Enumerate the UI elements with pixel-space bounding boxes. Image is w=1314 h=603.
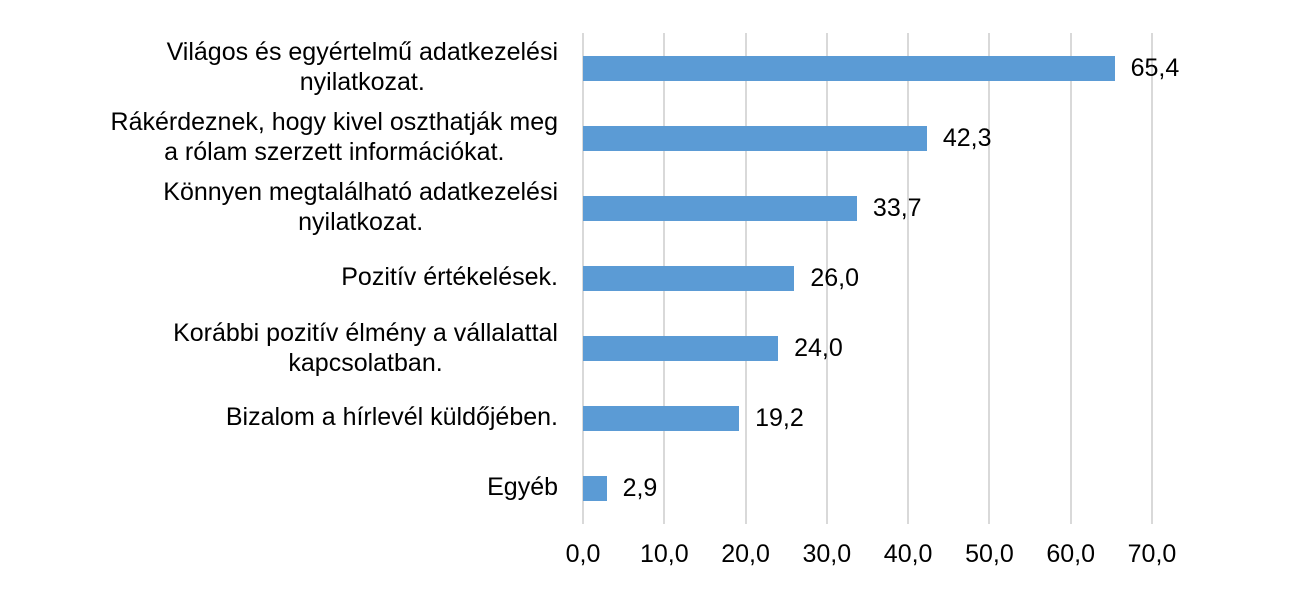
category-label: Korábbi pozitív élmény a vállalattal kapc… (38, 318, 558, 378)
data-label: 42,3 (942, 123, 992, 152)
gridline (988, 33, 991, 524)
category-label-line: Pozitív értékelések. (341, 262, 558, 291)
category-label: Világos és egyértelmű adatkezelési nyilat… (38, 37, 558, 97)
category-label: Pozitív értékelések. (38, 262, 558, 292)
category-label-line: Rákérdeznek, hogy kivel oszthatják meg (110, 108, 558, 137)
x-tick-label: 20,0 (721, 540, 770, 568)
category-label: Bizalom a hírlevél küldőjében. (38, 402, 558, 432)
x-tick-label: 70,0 (1127, 540, 1177, 568)
x-tick-label: 10,0 (639, 540, 689, 568)
category-label-line: Világos és egyértelmű adatkezelési (166, 38, 558, 67)
bar (583, 125, 927, 151)
bar (583, 476, 607, 502)
category-label-line: Bizalom a hírlevél küldőjében. (225, 402, 558, 431)
category-label: Egyéb (38, 472, 558, 502)
x-tick-label: 30,0 (802, 540, 852, 568)
bar (583, 266, 795, 291)
data-label: 26,0 (810, 264, 859, 292)
data-label: 19,2 (755, 404, 804, 433)
x-tick-label: 60,0 (1046, 540, 1096, 568)
bar (583, 195, 857, 221)
data-label: 24,0 (794, 334, 843, 363)
gridline (907, 33, 910, 524)
bar (583, 55, 1115, 81)
category-label-line: a rólam szerzett információkat. (164, 138, 505, 167)
category-label-line: Korábbi pozitív élmény a vállalattal (173, 318, 558, 347)
bar (583, 406, 740, 432)
category-label-line: nyilatkozat. (299, 68, 425, 97)
gridline (1069, 33, 1072, 524)
data-label: 2,9 (622, 474, 658, 503)
category-label-line: Egyéb (487, 472, 558, 501)
data-label: 33,7 (872, 193, 922, 222)
gridline (825, 33, 828, 524)
category-label: Könnyen megtalálható adatkezelési nyilatk… (38, 177, 558, 237)
data-label: 65,4 (1130, 53, 1180, 82)
category-label-line: Könnyen megtalálható adatkezelési (163, 178, 558, 207)
x-tick-label: 40,0 (883, 540, 933, 568)
bar (583, 336, 779, 362)
x-tick-label: 50,0 (965, 540, 1014, 568)
category-label: Rákérdeznek, hogy kivel oszthatják meg a … (38, 107, 558, 167)
gridline (1151, 33, 1153, 524)
category-label-line: kapcsolatban. (288, 348, 443, 377)
x-tick-label: 0,0 (565, 540, 601, 568)
category-label-line: nyilatkozat. (298, 208, 424, 237)
plot-area: 65,4 42,3 33,7 26,0 24,0 19,2 2,9 (582, 33, 1179, 524)
